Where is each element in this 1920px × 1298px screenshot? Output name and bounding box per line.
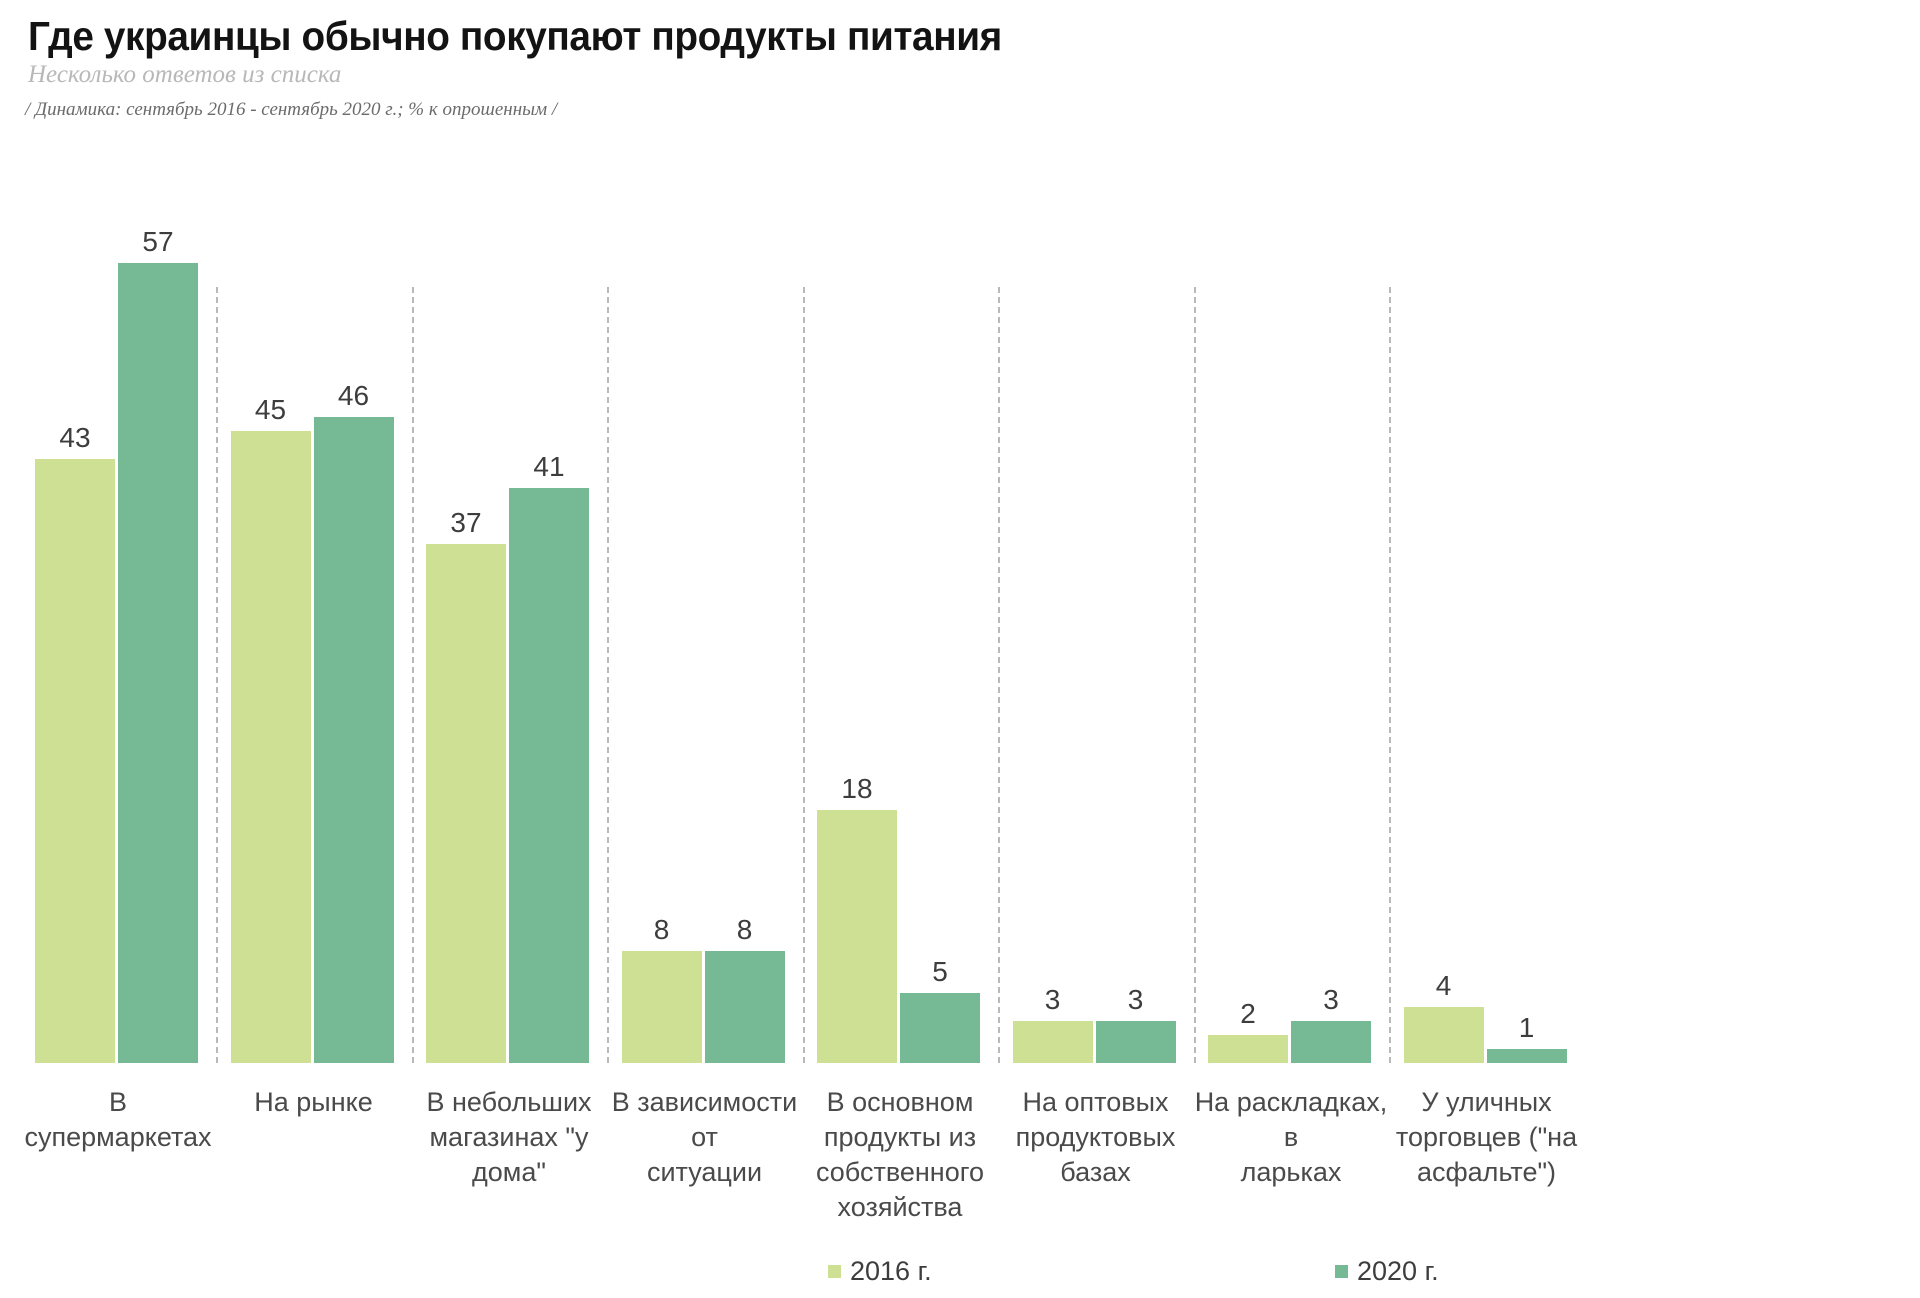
bar-2020[interactable] <box>1095 1021 1176 1063</box>
legend-swatch-icon <box>1335 1264 1348 1278</box>
bar-2016[interactable] <box>1403 1007 1484 1063</box>
bar-value-label: 41 <box>533 451 565 482</box>
group-separator-line <box>216 287 218 1063</box>
legend-label: 2016 г. <box>850 1256 932 1286</box>
category-label-line: На раскладках, в <box>1194 1087 1388 1152</box>
bar-value-label: 2 <box>1240 998 1256 1029</box>
bar-value-label: 3 <box>1323 984 1339 1015</box>
category-label-line: торговцев ("на <box>1395 1122 1578 1152</box>
bar-2016[interactable] <box>230 431 311 1063</box>
bar-2020[interactable] <box>313 417 394 1063</box>
legend-item-2016[interactable]: 2016 г. <box>828 1256 932 1286</box>
category-label: В супермаркетах <box>13 1085 223 1155</box>
bar-value-label: 57 <box>142 226 174 257</box>
category-label: У уличных торговцев ("на асфальте") <box>1382 1085 1592 1190</box>
bar-group: 37 41 <box>426 0 592 1298</box>
bar-2020[interactable] <box>704 951 785 1063</box>
bar-2016[interactable] <box>1012 1021 1093 1063</box>
category-label-line: ларьках <box>1240 1157 1342 1187</box>
group-separator-line <box>802 287 805 1063</box>
bar-value-label: 37 <box>450 507 482 538</box>
bar-2020[interactable] <box>1291 1021 1371 1063</box>
category-label-line: В основном <box>826 1087 974 1117</box>
chart-legend: 2016 г. 2020 г. <box>0 1256 1920 1296</box>
bar-2016[interactable] <box>426 544 506 1063</box>
category-label: На оптовых продуктовых базах <box>991 1085 1201 1190</box>
category-label-line: собственного <box>815 1157 984 1187</box>
bar-value-label: 3 <box>1127 984 1144 1015</box>
bar-value-label: 46 <box>337 380 370 411</box>
category-label-line: продукты из <box>823 1122 977 1152</box>
bar-2016[interactable] <box>1208 1035 1288 1063</box>
bar-value-label: 43 <box>59 422 91 453</box>
group-separator-line <box>1389 287 1391 1063</box>
category-label: В основном продукты из собственного хозяйст… <box>795 1085 1005 1225</box>
bar-group: 43 57 <box>35 0 201 1298</box>
bar-value-label: 5 <box>932 956 948 987</box>
category-label-line: продуктовых базах <box>1015 1122 1176 1187</box>
chart-subtitle: Несколько ответов из списка <box>28 61 342 88</box>
category-label-line: В небольших <box>426 1087 592 1117</box>
legend-label: 2020 г. <box>1357 1256 1439 1286</box>
group-separator-line <box>998 287 1000 1063</box>
category-label-line: В супермаркетах <box>24 1087 212 1152</box>
bar-2016[interactable] <box>621 951 702 1063</box>
group-separator-line <box>1193 287 1196 1063</box>
bar-2020[interactable] <box>118 263 198 1063</box>
category-label-line: В зависимости от <box>611 1087 798 1152</box>
bar-value-label: 1 <box>1518 1012 1535 1043</box>
bar-value-label: 45 <box>254 394 287 425</box>
category-label: На раскладках, в ларьках <box>1186 1085 1396 1190</box>
category-label: В зависимости от ситуации <box>600 1085 810 1190</box>
bar-group: 18 5 <box>817 0 983 1298</box>
bar-2016[interactable] <box>35 459 115 1063</box>
group-separator-line <box>411 287 414 1063</box>
category-label-line: магазинах "у дома" <box>429 1122 589 1187</box>
bar-value-label: 18 <box>841 773 873 804</box>
group-separator-line <box>607 287 609 1063</box>
bar-2016[interactable] <box>817 810 897 1063</box>
category-label-line: асфальте") <box>1416 1157 1557 1187</box>
page-title: Где украинцы обычно покупают продукты пи… <box>28 13 1002 59</box>
category-label-line: ситуации <box>646 1157 763 1187</box>
bar-value-label: 8 <box>736 914 753 945</box>
category-label-line: На оптовых <box>1022 1087 1169 1117</box>
category-label-line: На рынке <box>254 1087 373 1117</box>
bar-value-label: 4 <box>1435 970 1452 1001</box>
legend-swatch-icon <box>828 1264 841 1278</box>
category-label: В небольших магазинах "у дома" <box>404 1085 614 1190</box>
bar-value-label: 3 <box>1044 984 1061 1015</box>
category-label-line: хозяйства <box>837 1192 963 1222</box>
category-label: На рынке <box>209 1085 419 1120</box>
bar-2020[interactable] <box>509 488 589 1063</box>
bar-2020[interactable] <box>900 993 980 1063</box>
chart-note: / Динамика: сентябрь 2016 - сентябрь 202… <box>25 99 558 120</box>
bar-2020[interactable] <box>1486 1049 1567 1063</box>
category-label-line: У уличных <box>1421 1087 1552 1117</box>
bar-value-label: 8 <box>653 914 670 945</box>
legend-item-2020[interactable]: 2020 г. <box>1335 1256 1439 1286</box>
bar-group: 45 46 <box>230 0 397 1298</box>
